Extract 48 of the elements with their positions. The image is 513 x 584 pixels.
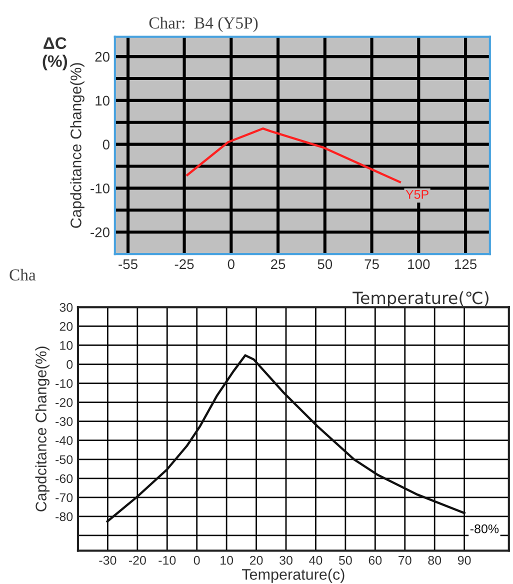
y-tick-label: 0 bbox=[66, 360, 73, 369]
y-tick-label: -30 bbox=[56, 417, 73, 426]
y-tick-label: -70 bbox=[56, 493, 73, 502]
y-tick-label: -60 bbox=[56, 474, 73, 484]
chart-title: Cha bbox=[10, 268, 36, 281]
y-tick-label: 20 bbox=[60, 322, 73, 331]
x-tick-label: -10 bbox=[158, 556, 176, 565]
y-tick-label: -40 bbox=[56, 436, 73, 446]
y-tick-label: -80 bbox=[56, 512, 73, 522]
x-tick-label: 10 bbox=[220, 556, 234, 565]
y-tick-label: -20 bbox=[90, 227, 110, 238]
y-axis-title: Capdcitance Change(%) bbox=[70, 63, 84, 228]
annotation: -80% bbox=[470, 524, 499, 534]
y-tick-label: -20 bbox=[56, 398, 73, 407]
x-tick-label: 100 bbox=[408, 259, 430, 270]
x-tick-label: 0 bbox=[228, 259, 234, 270]
x-tick-label: 75 bbox=[364, 259, 379, 270]
y-tick-label: 0 bbox=[102, 140, 110, 150]
y-tick-label: 20 bbox=[95, 52, 110, 62]
line-series bbox=[106, 354, 466, 523]
y-axis-title: Capdcitance Change(%) bbox=[35, 346, 50, 512]
chart-title: Char: B4 (Y5P) bbox=[149, 16, 258, 32]
y-tick-label: 10 bbox=[96, 96, 110, 106]
x-tick-label: -20 bbox=[128, 556, 146, 565]
x-tick-label: 25 bbox=[271, 259, 286, 270]
x-tick-label: 60 bbox=[368, 556, 382, 565]
x-tick-label: 50 bbox=[338, 556, 352, 565]
text: ΔC (%) bbox=[42, 37, 68, 70]
y-tick-label: -10 bbox=[90, 184, 110, 194]
y-tick-label: -10 bbox=[56, 379, 73, 388]
y-tick-label: 10 bbox=[60, 341, 73, 350]
x-tick-label: 90 bbox=[458, 556, 471, 565]
x-tick-label: 70 bbox=[398, 556, 412, 565]
x-tick-label: 125 bbox=[455, 259, 477, 270]
y-tick-label: 30 bbox=[60, 302, 73, 312]
line-series bbox=[186, 127, 402, 184]
x-tick-label: 30 bbox=[280, 556, 292, 565]
x-axis-title: Temperature(c) bbox=[242, 568, 344, 583]
x-tick-label: 40 bbox=[309, 556, 322, 565]
x-axis-title: Temperature(℃) bbox=[352, 291, 488, 308]
x-tick-label: -25 bbox=[174, 259, 194, 270]
x-tick-label: 80 bbox=[428, 556, 442, 565]
y-tick-label: -50 bbox=[56, 455, 73, 464]
x-tick-label: 50 bbox=[318, 259, 332, 270]
x-tick-label: 0 bbox=[194, 556, 200, 565]
x-tick-label: 20 bbox=[250, 556, 263, 565]
x-tick-label: -55 bbox=[118, 259, 138, 270]
annotation: Y5P bbox=[406, 190, 428, 199]
